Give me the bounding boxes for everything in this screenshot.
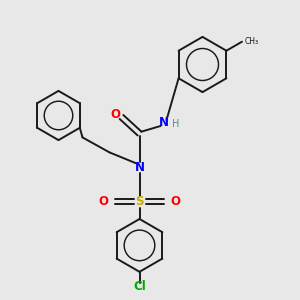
- Text: N: N: [158, 116, 169, 130]
- Text: CH₃: CH₃: [244, 37, 259, 46]
- Text: O: O: [170, 195, 181, 208]
- Text: N: N: [134, 161, 145, 174]
- Text: O: O: [98, 195, 109, 208]
- Text: O: O: [110, 107, 121, 121]
- Text: S: S: [135, 195, 144, 208]
- Text: H: H: [172, 119, 179, 130]
- Text: Cl: Cl: [133, 280, 146, 293]
